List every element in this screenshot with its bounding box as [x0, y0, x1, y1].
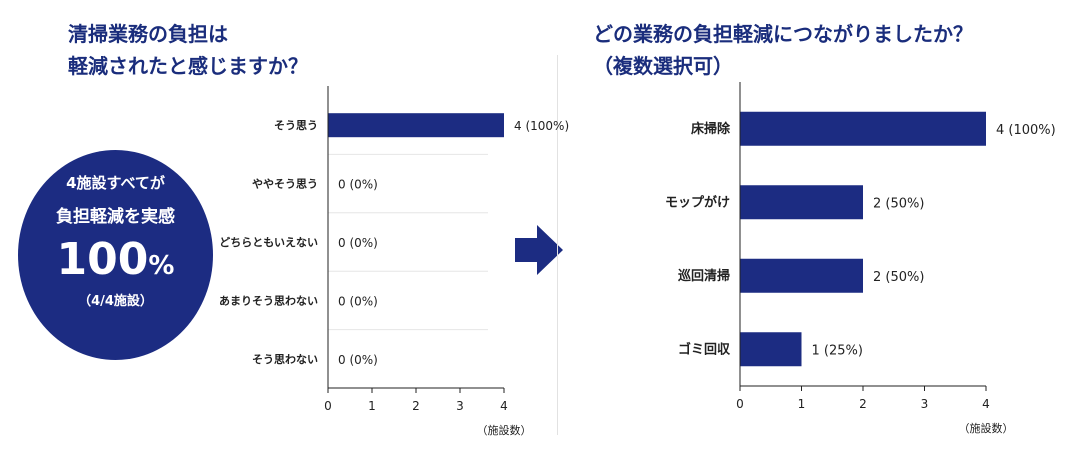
left-data-label: 0 (0%) [338, 353, 378, 367]
right-tick-label: 3 [921, 397, 929, 411]
right-data-label: 2 (50%) [873, 270, 924, 285]
right-tick-label: 2 [859, 397, 867, 411]
left-tick-label: 0 [324, 399, 332, 413]
badge-big-value: 100% [18, 235, 213, 291]
right-data-label: 1 (25%) [812, 343, 863, 358]
right-bar [740, 185, 863, 220]
right-tick-label: 1 [798, 397, 806, 411]
right-title-line-2: （複数選択可） [593, 54, 733, 78]
right-tick-label: 0 [736, 397, 744, 411]
right-x-axis-label: （施設数） [959, 421, 1014, 435]
left-x-axis-label: （施設数） [477, 423, 532, 437]
left-category-label: そう思わない [252, 353, 318, 366]
right-category-label: ゴミ回収 [678, 341, 731, 357]
left-category-label: そう思う [274, 119, 318, 132]
left-data-label: 4 (100%) [514, 119, 569, 133]
left-data-label: 0 (0%) [338, 178, 378, 192]
left-bar [328, 113, 504, 138]
left-chart-title: 清掃業務の負担は 軽減されたと感じますか？ [68, 18, 308, 82]
left-title-line-1: 清掃業務の負担は [68, 22, 228, 46]
left-category-label: あまりそう思わない [219, 294, 318, 307]
badge-big-unit: % [148, 251, 175, 281]
right-arrow-icon [515, 225, 563, 275]
badge-line-2: 負担軽減を実感 [56, 207, 175, 227]
section-divider [557, 55, 558, 435]
right-bar [740, 111, 986, 146]
right-category-label: 床掃除 [691, 121, 731, 137]
left-tick-label: 1 [368, 399, 376, 413]
left-data-label: 0 (0%) [338, 294, 378, 308]
left-tick-label: 2 [412, 399, 420, 413]
summary-badge: 4施設すべてが 負担軽減を実感 100% （4/4施設） [18, 150, 213, 360]
left-tick-label: 3 [456, 399, 464, 413]
right-category-label: モップがけ [665, 194, 730, 210]
right-category-label: 巡回清掃 [678, 268, 730, 284]
right-title-line-1: どの業務の負担軽減につながりましたか？ [593, 22, 973, 46]
right-tick-label: 4 [982, 397, 990, 411]
left-title-line-2: 軽減されたと感じますか？ [68, 54, 308, 78]
left-category-label: どちらともいえない [219, 236, 318, 249]
badge-sub: （4/4施設） [78, 294, 153, 309]
right-bar [740, 258, 863, 293]
left-data-label: 0 (0%) [338, 236, 378, 250]
badge-big-number: 100 [56, 234, 149, 285]
left-tick-label: 4 [500, 399, 508, 413]
right-chart-title: どの業務の負担軽減につながりましたか？ （複数選択可） [593, 18, 973, 82]
right-data-label: 2 (50%) [873, 196, 924, 211]
right-bar [740, 332, 802, 367]
left-category-label: ややそう思う [252, 178, 318, 191]
badge-line-1: 4施設すべてが [66, 174, 165, 192]
right-data-label: 4 (100%) [996, 123, 1056, 138]
